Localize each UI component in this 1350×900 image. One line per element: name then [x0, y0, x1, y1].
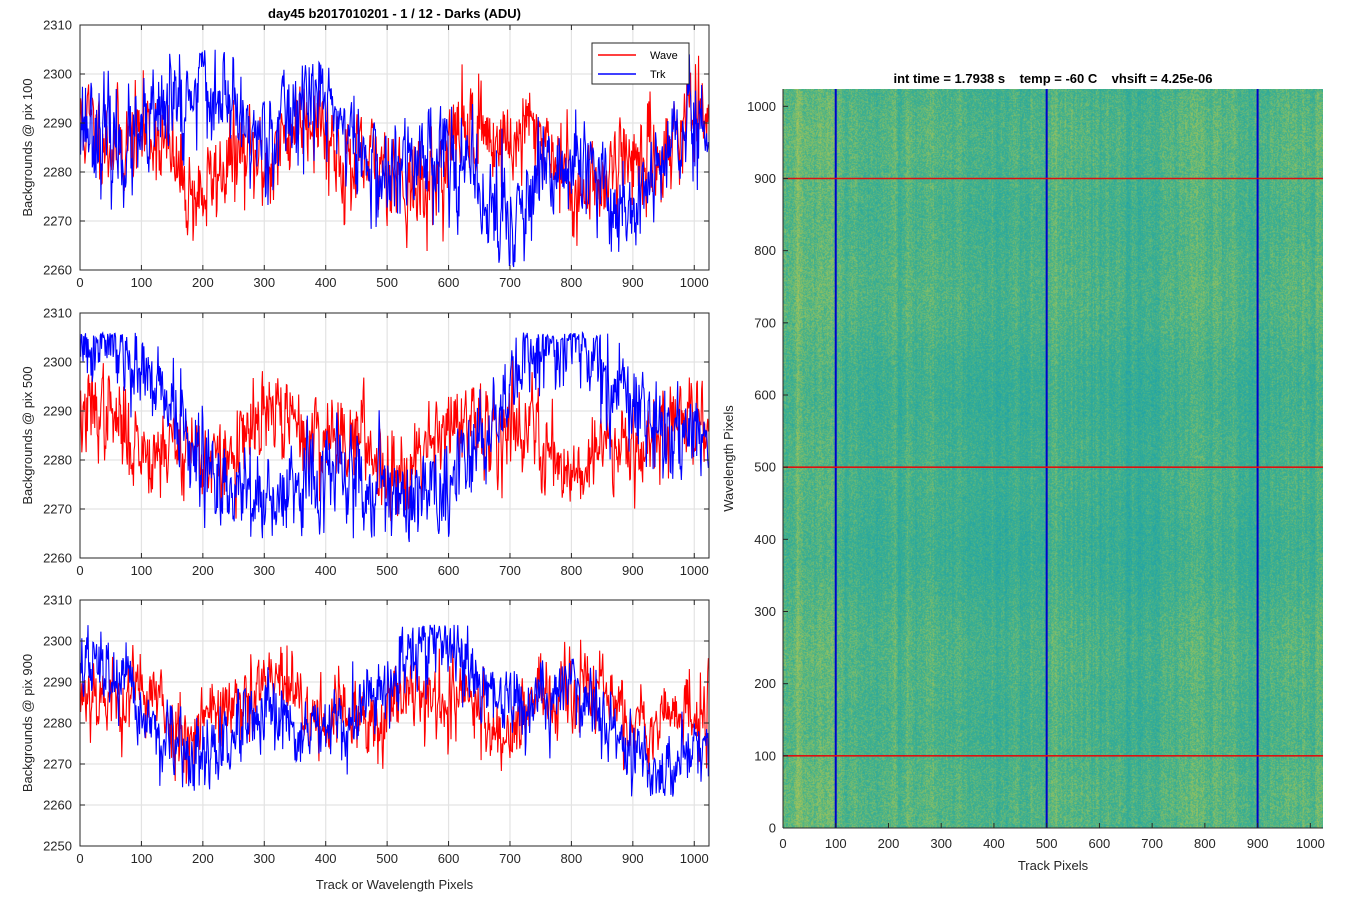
y-tick-label: 2300: [43, 67, 72, 82]
x-tick-label: 400: [315, 275, 337, 290]
x-tick-label: 600: [1089, 836, 1111, 851]
x-tick-label: 1000: [680, 275, 709, 290]
y-tick-label: 2260: [43, 798, 72, 813]
x-tick-label: 500: [376, 275, 398, 290]
x-tick-label: 700: [499, 563, 521, 578]
y-tick-label: 2280: [43, 453, 72, 468]
y-tick-label: 2310: [43, 18, 72, 33]
y-tick-label: 200: [754, 676, 776, 691]
y-tick-label: 2270: [43, 214, 72, 229]
legend-box: [591, 42, 690, 85]
y-tick-label: 100: [754, 748, 776, 763]
series-line-wave: [80, 639, 709, 784]
y-tick-label: 2280: [43, 716, 72, 731]
y-tick-label: 800: [754, 243, 776, 258]
y-tick-label: 2310: [43, 593, 72, 608]
y-tick-label: 2260: [43, 551, 72, 566]
x-tick-label: 300: [253, 563, 275, 578]
y-tick-label: 2290: [43, 675, 72, 690]
x-tick-label: 0: [76, 851, 83, 866]
x-tick-label: 600: [438, 851, 460, 866]
x-tick-label: 200: [192, 275, 214, 290]
x-tick-label: 900: [622, 851, 644, 866]
x-tick-label: 800: [561, 563, 583, 578]
series-line-wave: [80, 359, 709, 522]
x-tick-label: 500: [1036, 836, 1058, 851]
series-line-trk: [80, 331, 709, 543]
x-tick-label: 700: [499, 275, 521, 290]
plot-frame: [79, 24, 710, 271]
x-tick-label: 1000: [1296, 836, 1325, 851]
line-chart-pix-100: 0 100 200 300 400 500 600 700 800 900 1000 2260 2270…: [20, 6, 710, 290]
x-tick-label: 600: [438, 275, 460, 290]
heatmap-title: int time = 1.7938 s temp = -60 C vhsift …: [893, 71, 1212, 86]
x-tick-label: 700: [1141, 836, 1163, 851]
y-tick-label: 2300: [43, 634, 72, 649]
x-tick-label: 400: [315, 563, 337, 578]
x-tick-label: 800: [561, 851, 583, 866]
x-tick-label: 1000: [680, 563, 709, 578]
series-line-trk: [80, 624, 709, 797]
x-tick-label: 100: [131, 563, 153, 578]
y-axis-label: Backgrounds @ pix 100: [20, 78, 35, 216]
x-tick-label: 100: [131, 851, 153, 866]
x-tick-label: 200: [878, 836, 900, 851]
y-tick-label: 2250: [43, 839, 72, 854]
x-axis-label: Track Pixels: [1018, 858, 1089, 873]
y-tick-label: 700: [754, 315, 776, 330]
y-tick-label: 2290: [43, 404, 72, 419]
y-axis-label: Backgrounds @ pix 900: [20, 654, 35, 792]
x-tick-label: 900: [622, 563, 644, 578]
y-tick-label: 2290: [43, 116, 72, 131]
x-tick-label: 0: [779, 836, 786, 851]
x-tick-label: 400: [315, 851, 337, 866]
x-tick-label: 800: [561, 275, 583, 290]
y-tick-label: 500: [754, 460, 776, 475]
y-tick-label: 2270: [43, 757, 72, 772]
legend-label: Wave: [650, 50, 678, 62]
x-tick-label: 400: [983, 836, 1005, 851]
y-tick-label: 2260: [43, 263, 72, 278]
x-tick-label: 0: [76, 563, 83, 578]
heatmap-panel: 0 100 200 300 400 500 600 700 800 900 1000 0 100 200 3…: [721, 71, 1325, 873]
x-tick-label: 600: [438, 563, 460, 578]
x-tick-label: 100: [131, 275, 153, 290]
x-tick-label: 100: [825, 836, 847, 851]
y-tick-label: 400: [754, 532, 776, 547]
x-tick-label: 200: [192, 851, 214, 866]
x-tick-label: 500: [376, 851, 398, 866]
x-tick-label: 300: [253, 275, 275, 290]
y-tick-label: 0: [769, 821, 776, 836]
plot-frame: [79, 312, 710, 559]
x-tick-label: 900: [1247, 836, 1269, 851]
x-tick-label: 800: [1194, 836, 1216, 851]
series-line-trk: [80, 49, 709, 268]
y-tick-label: 600: [754, 387, 776, 402]
y-axis-label: Wavelength Pixels: [721, 405, 736, 512]
x-tick-label: 0: [76, 275, 83, 290]
x-tick-label: 500: [376, 563, 398, 578]
chart-title: day45 b2017010201 - 1 / 12 - Darks (ADU): [268, 6, 521, 21]
x-tick-label: 1000: [680, 851, 709, 866]
x-axis-label: Track or Wavelength Pixels: [316, 877, 474, 892]
x-tick-label: 900: [622, 275, 644, 290]
x-tick-label: 200: [192, 563, 214, 578]
y-tick-label: 2300: [43, 355, 72, 370]
legend: Wave Trk: [591, 42, 690, 85]
y-tick-label: 900: [754, 171, 776, 186]
legend-label: Trk: [650, 69, 666, 81]
x-tick-label: 300: [930, 836, 952, 851]
y-tick-label: 2280: [43, 165, 72, 180]
y-tick-label: 2310: [43, 306, 72, 321]
heatmap-image: [783, 89, 1323, 828]
y-tick-label: 1000: [747, 99, 776, 114]
x-tick-label: 700: [499, 851, 521, 866]
line-chart-pix-500: 0 100 200 300 400 500 600 700 800 900 1000 2260 2270…: [20, 306, 710, 578]
y-tick-label: 300: [754, 604, 776, 619]
y-axis-label: Backgrounds @ pix 500: [20, 366, 35, 504]
line-chart-pix-900: 0 100 200 300 400 500 600 700 800 900 1000 2250 2260…: [20, 593, 710, 892]
x-tick-label: 300: [253, 851, 275, 866]
y-tick-label: 2270: [43, 502, 72, 517]
